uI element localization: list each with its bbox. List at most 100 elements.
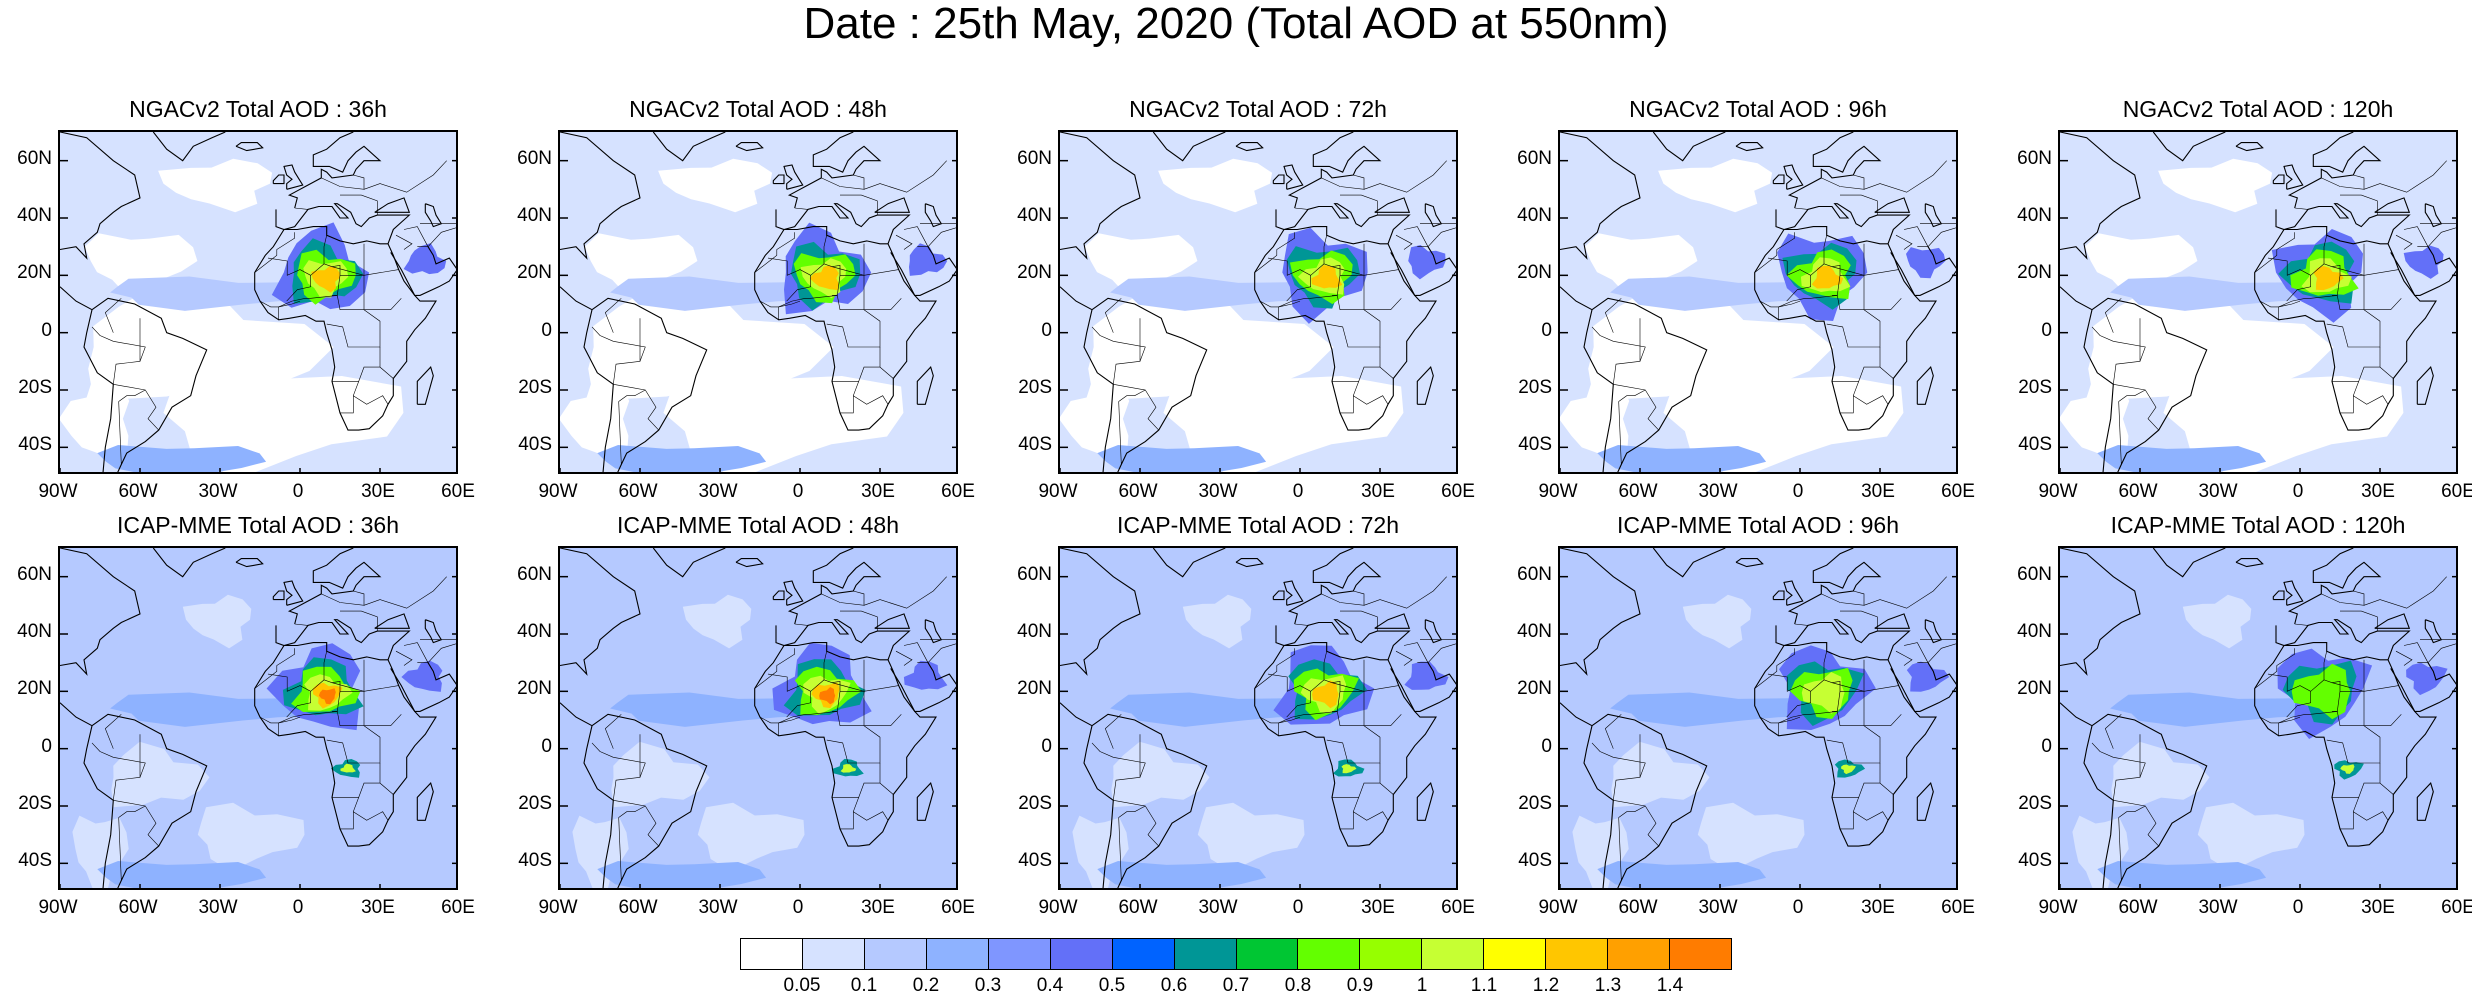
country-border <box>1379 366 1394 379</box>
clean-air-region <box>1111 741 1210 808</box>
country-border <box>1618 401 1622 465</box>
country-border <box>340 797 359 830</box>
lon-label: 60E <box>1441 481 1475 502</box>
coastline-iceland <box>1235 558 1264 568</box>
coastline-europe <box>1775 203 1911 244</box>
country-border <box>1332 763 1381 798</box>
lat-label: 20N <box>1017 262 1052 284</box>
coastline-caspian <box>1924 203 1943 228</box>
southern-ocean-band <box>1097 861 1267 888</box>
lon-label: 30E <box>1361 897 1395 918</box>
clean-air-region <box>72 815 129 888</box>
coastline-ireland <box>1772 590 1785 601</box>
country-border <box>1403 642 1429 663</box>
coastline-ireland <box>772 590 785 601</box>
dust-plume-contour <box>809 265 839 291</box>
aod-map <box>558 130 958 474</box>
lon-label: 0 <box>292 481 304 502</box>
country-border <box>840 797 859 830</box>
coastline-iceland <box>235 558 264 568</box>
country-border <box>104 714 122 749</box>
coastline-arabia <box>890 662 956 712</box>
lat-label: 60N <box>17 147 52 169</box>
dust-plume-contour <box>819 687 836 705</box>
coastline-blacksea <box>874 613 911 629</box>
clean-air-region <box>1158 158 1273 213</box>
coastline-europe <box>1775 619 1911 660</box>
country-border <box>1363 269 1399 276</box>
lat-label: 20S <box>18 793 52 814</box>
country-border <box>1395 234 1413 250</box>
country-border <box>1091 742 1146 801</box>
coastline-africa <box>1254 642 1437 847</box>
lon-label: 90W <box>538 897 578 918</box>
coastline-europeN <box>2287 132 2382 209</box>
aod-map-svg <box>2060 548 2456 888</box>
coastline-southAmerica <box>1083 297 1208 472</box>
country-border <box>1618 389 1646 402</box>
lat-label: 60N <box>2017 147 2052 169</box>
coastline-madagascar <box>1416 366 1434 405</box>
country-border <box>259 295 338 308</box>
lat-label: 0 <box>541 735 552 757</box>
country-border <box>604 714 622 749</box>
country-border <box>1778 300 1801 320</box>
lat-label: 0 <box>541 319 552 341</box>
coastline-greenland <box>152 132 226 162</box>
figure-title: Date : 25th May, 2020 (Total AOD at 550n… <box>803 0 1669 48</box>
lat-label: 40N <box>517 621 552 642</box>
lon-label: 0 <box>1792 481 1804 502</box>
aod-colorbar <box>740 938 1732 970</box>
coastline-uk <box>1783 164 1804 190</box>
coastline-greenland <box>2152 548 2226 578</box>
coastline-blacksea <box>1374 197 1411 213</box>
coastline-africa <box>254 642 437 847</box>
lon-label: 0 <box>2292 897 2304 918</box>
country-border <box>2278 716 2301 736</box>
coastline-caspian <box>1424 203 1443 228</box>
country-border <box>1917 227 1956 247</box>
coastline-arabia <box>390 246 456 296</box>
country-border <box>267 673 311 718</box>
country-border <box>1340 797 1359 830</box>
arabian-dust-contour <box>909 243 948 276</box>
clean-air-region <box>1182 594 1252 649</box>
country-border <box>363 269 399 276</box>
country-border <box>2326 725 2381 764</box>
lat-label: 40N <box>17 205 52 226</box>
lon-label: 30E <box>2361 897 2395 918</box>
arabian-dust-contour <box>903 660 948 690</box>
lat-label: 0 <box>41 735 52 757</box>
colorbar-tick-label: 1.4 <box>1656 975 1684 996</box>
country-border <box>2353 811 2389 821</box>
coastline-iceland <box>1735 142 1764 152</box>
country-border <box>2363 160 2447 193</box>
coastline-greenland <box>1152 132 1226 162</box>
clean-air-region <box>2111 741 2210 808</box>
country-border <box>353 395 389 405</box>
country-border <box>113 384 159 431</box>
lat-label: 40S <box>2018 850 2052 872</box>
coastline-caspian <box>424 619 443 644</box>
country-border <box>2118 401 2122 465</box>
country-border <box>1618 817 1622 881</box>
coastline-ireland <box>2272 174 2285 185</box>
country-border <box>332 763 381 798</box>
coastline-southAmerica <box>1583 713 1708 888</box>
country-border <box>864 714 902 726</box>
lon-label: 30W <box>198 897 238 918</box>
colorbar-swatch <box>1670 939 1731 969</box>
coastline-europeN <box>1787 132 1882 209</box>
lat-label: 20N <box>517 678 552 700</box>
country-border <box>417 643 456 663</box>
coastline-madagascar <box>2416 366 2434 405</box>
country-border <box>1759 711 1838 724</box>
country-border <box>1863 160 1947 193</box>
clean-air-region <box>2163 355 2404 472</box>
country-border <box>1840 194 1878 216</box>
coastline-northAmerica <box>60 132 141 260</box>
coastline-uk <box>283 580 304 606</box>
colorbar-tick-label: 1 <box>1416 975 1428 996</box>
arabian-dust-contour <box>2406 662 2448 696</box>
country-border <box>321 174 365 190</box>
